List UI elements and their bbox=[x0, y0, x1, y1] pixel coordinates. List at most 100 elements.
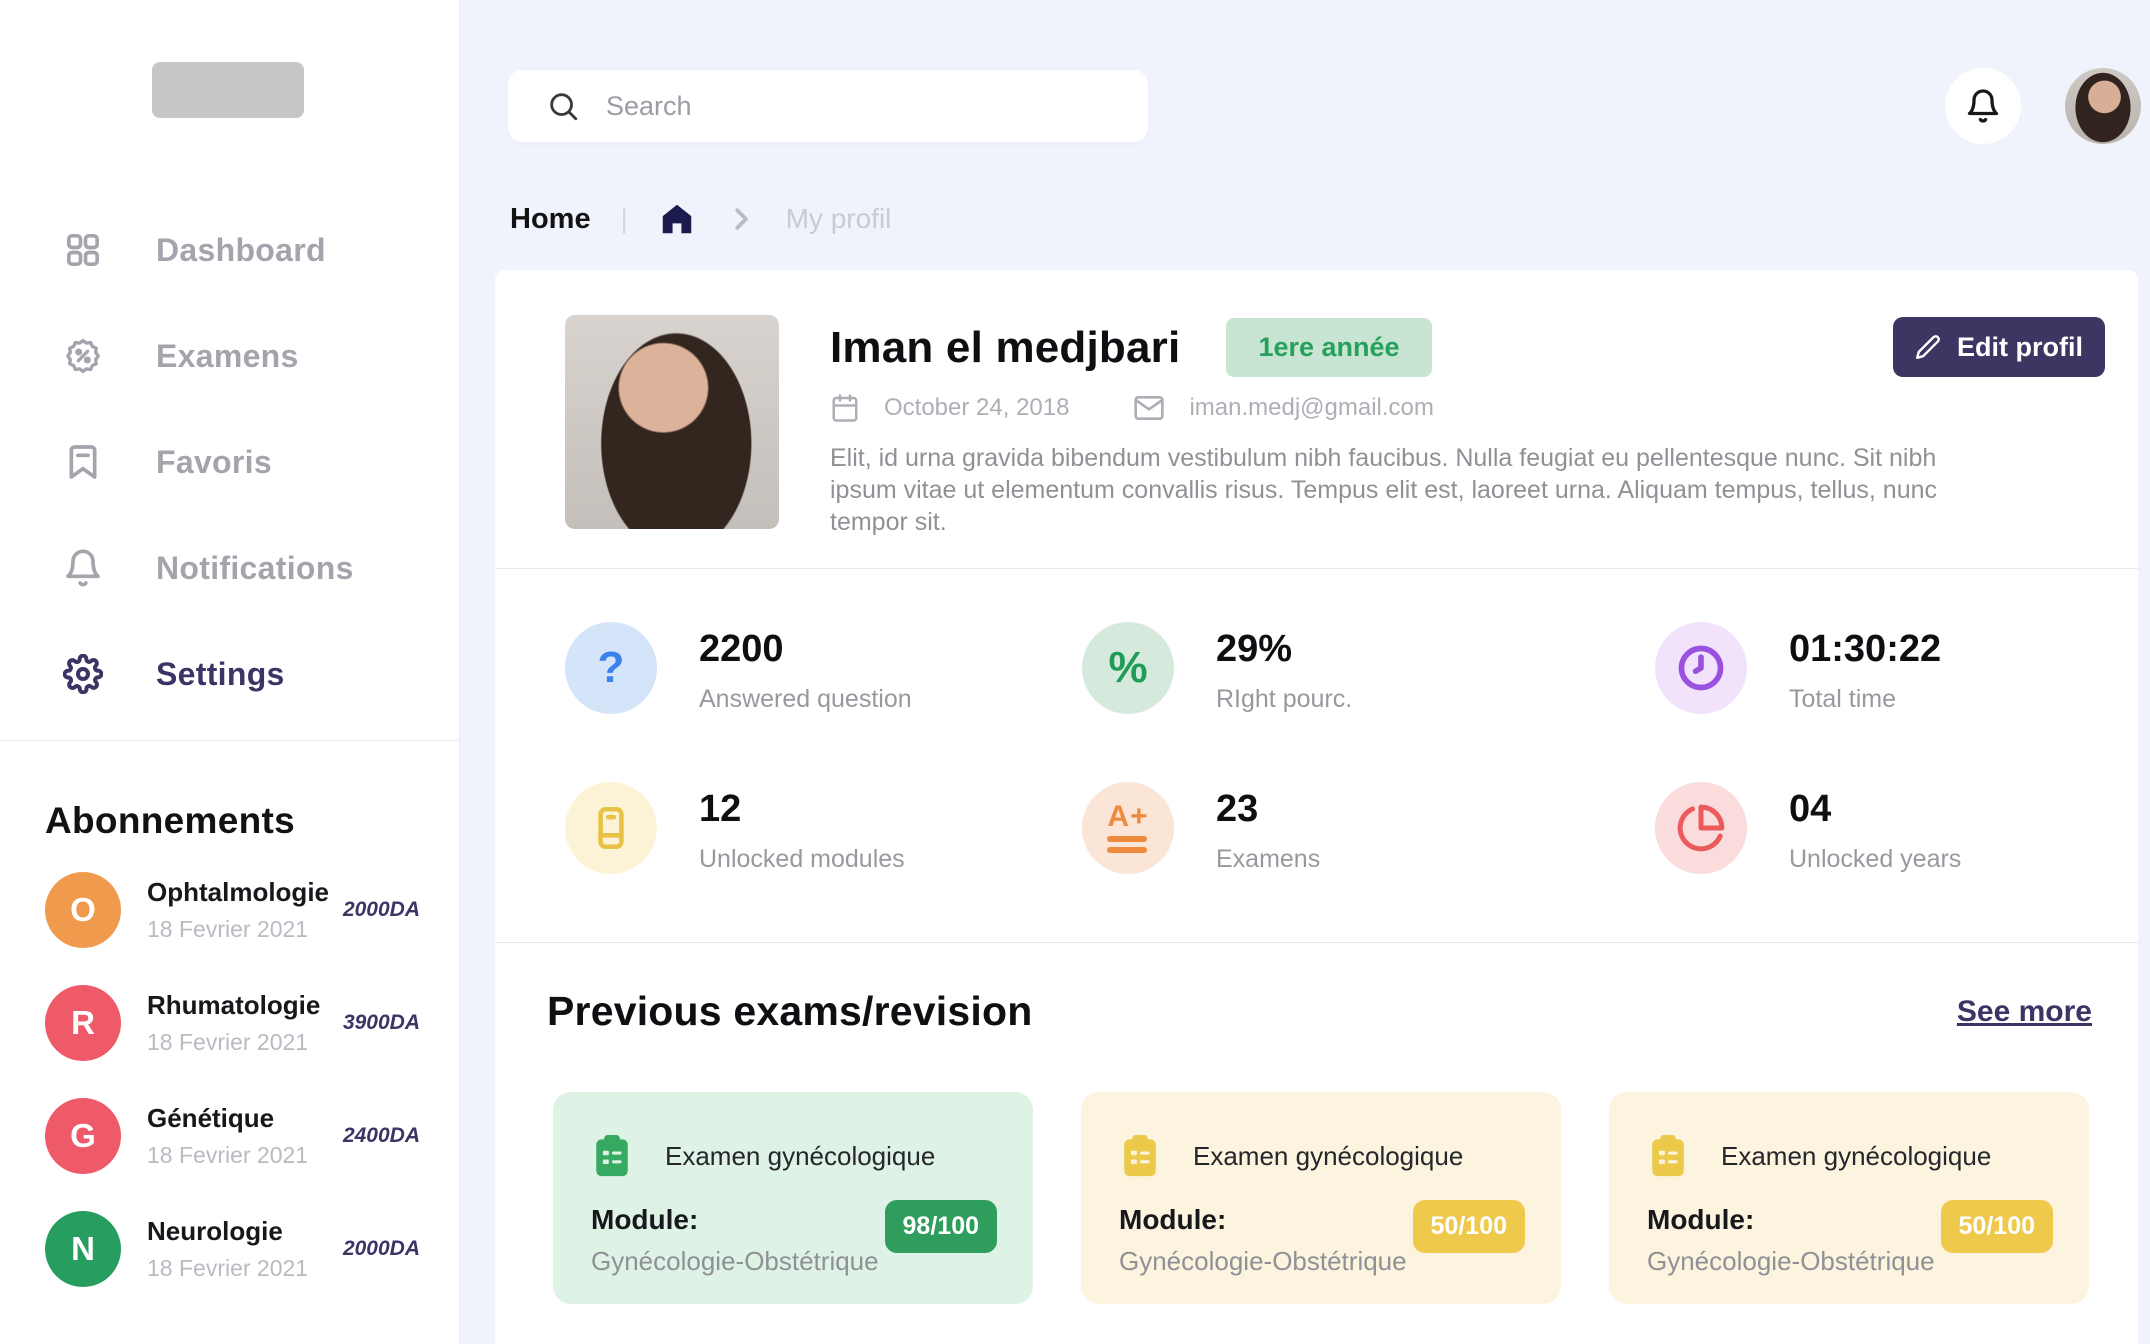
score-badge: 50/100 bbox=[1940, 1200, 2053, 1253]
edit-profile-button[interactable]: Edit profil bbox=[1893, 317, 2105, 377]
list-item[interactable]: O Ophtalmologie 18 Fevrier 2021 2000DA bbox=[45, 872, 420, 948]
sidebar-item-notifications[interactable]: Notifications bbox=[0, 540, 459, 596]
search-bar bbox=[508, 70, 1148, 142]
sidebar-nav: Dashboard Examens Favoris Notifications bbox=[0, 222, 459, 702]
breadcrumb-home-link[interactable]: Home bbox=[510, 202, 591, 235]
sidebar-item-label: Notifications bbox=[156, 549, 354, 586]
subscription-name: Ophtalmologie bbox=[147, 877, 329, 907]
gear-icon bbox=[62, 653, 104, 695]
sidebar-divider bbox=[0, 740, 459, 741]
stat-value: 04 bbox=[1789, 788, 1832, 830]
stat-value: 12 bbox=[699, 788, 742, 830]
page-title: Iman el medjbari bbox=[830, 322, 1181, 372]
exam-card[interactable]: Examen gynécologique Module: Gynécologie… bbox=[1609, 1092, 2089, 1304]
sidebar: Dashboard Examens Favoris Notifications bbox=[0, 0, 460, 1344]
exam-card-title: Examen gynécologique bbox=[1721, 1140, 1992, 1171]
subscription-date: 18 Fevrier 2021 bbox=[147, 916, 309, 942]
subscription-price: 2000DA bbox=[342, 1237, 420, 1260]
exam-card-title: Examen gynécologique bbox=[1193, 1140, 1464, 1171]
stat-unlocked-modules: 12 Unlocked modules bbox=[565, 782, 905, 874]
subscription-name: Neurologie bbox=[147, 1216, 283, 1246]
exam-card[interactable]: Examen gynécologique Module: Gynécologie… bbox=[1081, 1092, 1561, 1304]
list-item[interactable]: R Rhumatologie 18 Fevrier 2021 3900DA bbox=[45, 985, 420, 1061]
exam-grade-icon: A+ bbox=[1082, 782, 1174, 874]
search-input[interactable] bbox=[606, 90, 1086, 122]
mail-icon bbox=[1133, 392, 1165, 424]
stat-label: Examens bbox=[1216, 845, 1321, 873]
stat-label: RIght pourc. bbox=[1216, 685, 1353, 713]
sidebar-item-settings[interactable]: Settings bbox=[0, 646, 459, 702]
subscription-name: Rhumatologie bbox=[147, 990, 321, 1020]
sidebar-item-label: Dashboard bbox=[156, 231, 326, 268]
calendar-icon bbox=[830, 393, 860, 423]
exam-card[interactable]: Examen gynécologique Module: Gynécologie… bbox=[553, 1092, 1033, 1304]
logo-placeholder bbox=[152, 62, 304, 118]
subscription-initial-avatar: G bbox=[45, 1098, 121, 1174]
notifications-button[interactable] bbox=[1945, 68, 2021, 144]
stat-right-percentage: % 29% RIght pourc. bbox=[1082, 622, 1352, 714]
module-label: Module: bbox=[591, 1204, 699, 1235]
list-item[interactable]: N Neurologie 18 Fevrier 2021 2000DA bbox=[45, 1211, 420, 1287]
bookmark-icon bbox=[62, 441, 104, 483]
module-label: Module: bbox=[1119, 1204, 1227, 1235]
percent-badge-icon bbox=[62, 335, 104, 377]
year-badge: 1ere année bbox=[1226, 318, 1432, 377]
user-avatar[interactable] bbox=[2065, 68, 2141, 144]
stat-label: Answered question bbox=[699, 685, 912, 713]
breadcrumb-current: My profil bbox=[785, 203, 892, 234]
subscription-initial-avatar: O bbox=[45, 872, 121, 948]
subscription-date: 18 Fevrier 2021 bbox=[147, 1142, 309, 1168]
score-badge: 50/100 bbox=[1412, 1200, 1525, 1253]
stat-value: 2200 bbox=[699, 628, 784, 670]
stat-value: 23 bbox=[1216, 788, 1259, 830]
subscription-price: 3900DA bbox=[342, 1011, 420, 1034]
sidebar-item-label: Examens bbox=[156, 337, 299, 374]
clipboard-icon bbox=[1119, 1132, 1161, 1180]
grid-icon bbox=[62, 229, 104, 271]
stat-examens: A+ 23 Examens bbox=[1082, 782, 1320, 874]
stat-label: Total time bbox=[1789, 685, 1896, 713]
join-date: October 24, 2018 bbox=[884, 394, 1070, 421]
book-icon bbox=[565, 782, 657, 874]
breadcrumb: Home | My profil bbox=[510, 200, 891, 238]
list-item[interactable]: G Génétique 18 Fevrier 2021 2400DA bbox=[45, 1098, 420, 1174]
email-value: iman.medj@gmail.com bbox=[1189, 394, 1434, 421]
divider bbox=[495, 568, 2138, 569]
exam-cards: Examen gynécologique Module: Gynécologie… bbox=[553, 1092, 2089, 1304]
module-label: Module: bbox=[1647, 1204, 1755, 1235]
abonnements-title: Abonnements bbox=[45, 800, 295, 841]
see-more-link[interactable]: See more bbox=[1956, 994, 2092, 1028]
subscription-date: 18 Fevrier 2021 bbox=[147, 1029, 309, 1055]
stat-unlocked-years: 04 Unlocked years bbox=[1655, 782, 1961, 874]
divider bbox=[495, 942, 2138, 943]
subscription-initial-avatar: N bbox=[45, 1211, 121, 1287]
sidebar-item-label: Favoris bbox=[156, 443, 272, 480]
home-icon[interactable] bbox=[658, 200, 696, 238]
pencil-icon bbox=[1915, 334, 1941, 360]
sidebar-item-dashboard[interactable]: Dashboard bbox=[0, 222, 459, 278]
sidebar-item-label: Settings bbox=[156, 655, 285, 692]
subscription-date: 18 Fevrier 2021 bbox=[147, 1255, 309, 1281]
exam-card-title: Examen gynécologique bbox=[665, 1140, 936, 1171]
subscription-price: 2400DA bbox=[342, 1124, 420, 1147]
stat-total-time: 01:30:22 Total time bbox=[1655, 622, 1941, 714]
subscription-name: Génétique bbox=[147, 1103, 275, 1133]
subscription-initial-avatar: R bbox=[45, 985, 121, 1061]
module-name: Gynécologie-Obstétrique bbox=[591, 1246, 879, 1276]
pie-chart-icon bbox=[1655, 782, 1747, 874]
sidebar-item-favoris[interactable]: Favoris bbox=[0, 434, 459, 490]
sidebar-item-examens[interactable]: Examens bbox=[0, 328, 459, 384]
section-title-previous-exams: Previous exams/revision bbox=[547, 988, 1033, 1034]
question-icon: ? bbox=[565, 622, 657, 714]
edit-profile-label: Edit profil bbox=[1957, 331, 2083, 362]
search-icon bbox=[546, 89, 580, 123]
bell-icon bbox=[1965, 88, 2001, 124]
clipboard-icon bbox=[1647, 1132, 1689, 1180]
main-panel: Iman el medjbari 1ere année Edit profil … bbox=[495, 270, 2138, 1344]
clock-icon bbox=[1655, 622, 1747, 714]
breadcrumb-separator: | bbox=[620, 203, 628, 234]
stat-value: 29% bbox=[1216, 628, 1293, 670]
chevron-right-icon bbox=[726, 204, 756, 234]
clipboard-icon bbox=[591, 1132, 633, 1180]
